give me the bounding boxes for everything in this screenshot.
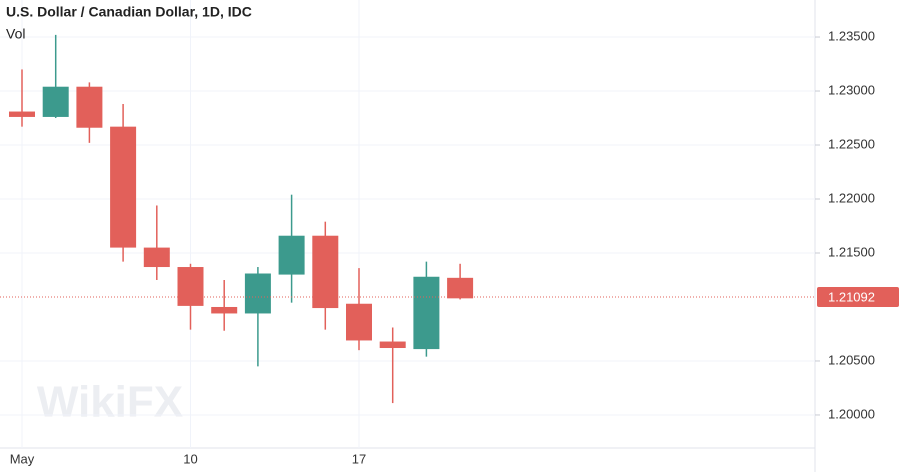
- candle-body: [211, 306, 238, 314]
- candle-body: [177, 267, 204, 306]
- candle-body: [143, 247, 170, 268]
- candle-body: [9, 111, 35, 117]
- y-tick-label: 1.20000: [828, 406, 875, 421]
- x-tick-label: May: [10, 451, 35, 466]
- last-price-label: 1.21092: [828, 289, 875, 304]
- candle-body: [312, 235, 339, 309]
- y-tick-label: 1.21500: [828, 244, 875, 259]
- y-tick-label: 1.20500: [828, 352, 875, 367]
- candle-body: [278, 235, 305, 275]
- candle-body: [447, 277, 474, 299]
- candle-body: [379, 341, 406, 349]
- y-tick-label: 1.22500: [828, 136, 875, 151]
- chart-title: U.S. Dollar / Canadian Dollar, 1D, IDC: [6, 4, 252, 20]
- volume-label: Vol: [6, 26, 25, 42]
- candle-body: [244, 273, 271, 314]
- candle-body: [110, 126, 137, 248]
- x-tick-label: 17: [352, 451, 366, 466]
- watermark: WikiFX: [37, 378, 183, 427]
- y-tick-label: 1.23000: [828, 82, 875, 97]
- candle-body: [346, 303, 372, 341]
- candle-body: [42, 86, 69, 117]
- candle-body: [76, 86, 103, 128]
- x-tick-label: 10: [183, 451, 197, 466]
- candle-body: [413, 276, 440, 350]
- last-price-box: [817, 287, 899, 308]
- y-tick-label: 1.22000: [828, 190, 875, 205]
- y-tick-label: 1.23500: [828, 28, 875, 43]
